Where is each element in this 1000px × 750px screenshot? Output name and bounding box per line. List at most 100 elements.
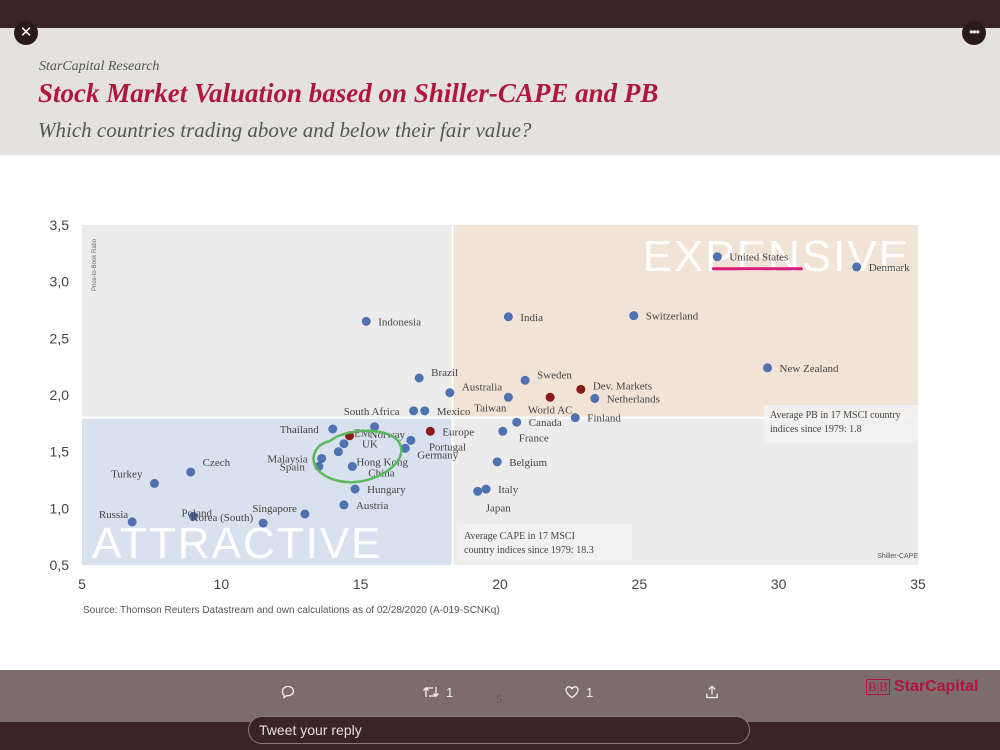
data-point xyxy=(590,393,600,403)
x-tick-label: 20 xyxy=(492,576,508,592)
x-axis-label: Shiller-CAPE xyxy=(877,553,918,560)
point-label: Germany xyxy=(417,449,458,461)
point-label: Thailand xyxy=(280,424,320,436)
data-point xyxy=(492,457,502,467)
close-button[interactable]: ✕ xyxy=(14,21,38,45)
point-label: Dev. Markets xyxy=(593,380,652,392)
scatter-chart: EXPENSIVE ATTRACTIVE 5 10 15 20 25 30 35 0,5 1,0 1… xyxy=(50,217,926,616)
data-point xyxy=(576,384,586,394)
share-button[interactable] xyxy=(704,684,720,700)
point-label: Portugal xyxy=(429,441,466,453)
data-point xyxy=(503,312,513,322)
tweet-actions-bar: 1 1 xyxy=(0,670,1000,722)
point-label: Hungary xyxy=(367,484,406,496)
point-label: Netherlands xyxy=(607,393,660,405)
point-label: Denmark xyxy=(869,262,910,274)
expensive-quadrant xyxy=(452,225,918,418)
point-label: Mexico xyxy=(437,406,471,418)
data-point xyxy=(414,373,424,383)
data-point xyxy=(629,311,639,321)
point-label: Japan xyxy=(486,502,512,514)
retweet-icon xyxy=(423,686,439,698)
data-point xyxy=(328,424,338,434)
data-point xyxy=(317,453,327,463)
point-label: Indonesia xyxy=(378,316,421,328)
point-label: Belgium xyxy=(509,457,547,469)
point-label: Switzerland xyxy=(646,311,699,323)
data-point xyxy=(339,439,349,449)
data-point xyxy=(473,486,483,496)
x-tick-label: 35 xyxy=(910,576,926,592)
data-point xyxy=(361,316,371,326)
more-options-button[interactable]: ••• xyxy=(962,21,986,45)
slide-header: StarCapital Research Stock Market Valuat… xyxy=(0,28,1000,155)
data-point xyxy=(149,478,159,488)
starcapital-logo: B|B StarCapital xyxy=(866,678,978,696)
avg-pb-note-line: indices since 1979: 1.8 xyxy=(770,424,862,435)
data-point xyxy=(520,375,530,385)
data-point xyxy=(852,262,862,272)
reply-icon xyxy=(281,685,295,699)
point-label: United States xyxy=(729,252,788,264)
data-point xyxy=(339,500,349,510)
top-bar xyxy=(0,0,1000,28)
x-tick-label: 30 xyxy=(771,576,787,592)
share-icon xyxy=(706,685,718,699)
logo-mark: B|B xyxy=(866,679,890,695)
data-point xyxy=(347,461,357,471)
data-point xyxy=(712,252,722,262)
reply-input[interactable]: Tweet your reply xyxy=(248,716,750,744)
avg-pb-note-line: Average PB in 17 MSCI country xyxy=(770,410,901,421)
retweet-button[interactable]: 1 xyxy=(422,684,453,700)
page-number: 5 xyxy=(496,692,502,706)
data-point xyxy=(127,517,137,527)
data-point xyxy=(258,518,268,528)
y-tick-label: 3,5 xyxy=(50,217,70,233)
heart-icon xyxy=(565,686,579,699)
avg-cape-note-line: country indices since 1979: 18.3 xyxy=(464,545,594,556)
point-label: France xyxy=(519,432,549,444)
point-label: Turkey xyxy=(111,468,143,480)
expensive-label: EXPENSIVE xyxy=(643,232,910,281)
point-label: Spain xyxy=(280,461,306,473)
data-point xyxy=(498,426,508,436)
data-point xyxy=(763,363,773,373)
like-count: 1 xyxy=(586,684,594,700)
data-point xyxy=(370,422,380,432)
avg-cape-note-box xyxy=(457,524,632,560)
point-label: New Zealand xyxy=(780,363,839,375)
research-label: StarCapital Research xyxy=(39,59,160,74)
data-point xyxy=(545,392,555,402)
source-note: Source: Thomson Reuters Datastream and o… xyxy=(83,605,500,616)
like-button[interactable]: 1 xyxy=(564,684,593,700)
reply-placeholder: Tweet your reply xyxy=(259,722,362,738)
data-point xyxy=(420,406,430,416)
slide-subtitle: Which countries trading above and below … xyxy=(38,118,532,142)
point-label: Czech xyxy=(203,457,231,469)
reply-button[interactable] xyxy=(280,684,296,700)
data-point xyxy=(512,417,522,427)
point-label: Canada xyxy=(529,417,562,429)
retweet-count: 1 xyxy=(446,684,454,700)
x-tick-label: 5 xyxy=(78,576,86,592)
data-point xyxy=(333,447,343,457)
point-label: Brazil xyxy=(431,367,458,379)
point-label: Russia xyxy=(99,509,128,521)
data-point xyxy=(425,426,435,436)
x-tick-label: 15 xyxy=(353,576,369,592)
point-label: Europe xyxy=(442,426,474,438)
point-label: UK xyxy=(362,439,378,451)
point-label: India xyxy=(520,312,543,324)
data-point xyxy=(400,443,410,453)
point-label: Singapore xyxy=(252,503,297,515)
y-tick-label: 2,0 xyxy=(50,387,70,403)
highlight-circle xyxy=(312,429,403,484)
point-label: Taiwan xyxy=(474,402,507,414)
point-label: South Africa xyxy=(344,406,400,418)
point-label: World AC xyxy=(528,404,573,416)
x-tick-label: 25 xyxy=(632,576,648,592)
data-point xyxy=(570,413,580,423)
point-label: Finland xyxy=(587,413,621,425)
data-point xyxy=(186,467,196,477)
data-point xyxy=(445,388,455,398)
